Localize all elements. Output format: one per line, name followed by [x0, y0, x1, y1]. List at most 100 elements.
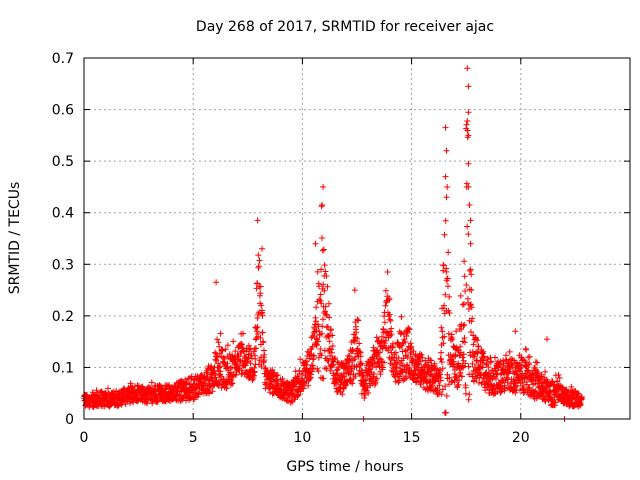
data-point — [385, 347, 392, 354]
data-point — [398, 313, 405, 320]
data-point — [514, 360, 520, 367]
data-point — [465, 231, 472, 238]
data-point — [468, 318, 475, 325]
data-point — [254, 324, 261, 330]
data-point — [297, 356, 304, 363]
data-point — [320, 183, 327, 190]
data-point — [314, 268, 321, 275]
data-point — [469, 360, 476, 367]
data-point — [352, 354, 359, 361]
data-point — [373, 334, 380, 341]
data-point — [555, 371, 562, 378]
data-point — [467, 301, 474, 308]
data-point — [317, 346, 324, 352]
data-point — [428, 384, 435, 390]
data-point — [258, 363, 265, 370]
data-point — [554, 378, 561, 385]
data-point — [461, 339, 468, 346]
data-point — [239, 341, 245, 348]
data-point — [328, 346, 335, 353]
data-point — [228, 380, 235, 386]
data-point — [257, 334, 264, 341]
data-point — [257, 283, 264, 290]
data-point — [307, 375, 313, 382]
data-point — [476, 374, 483, 381]
data-point — [471, 378, 477, 385]
data-point — [462, 390, 469, 397]
data-point — [273, 372, 280, 379]
data-point — [312, 240, 319, 247]
data-point — [457, 343, 464, 350]
data-point — [258, 302, 265, 309]
y-tick-label: 0 — [65, 412, 74, 428]
data-point — [529, 370, 536, 377]
data-point — [466, 267, 473, 274]
data-point — [214, 354, 221, 361]
data-point — [323, 273, 330, 279]
data-point — [216, 364, 222, 371]
data-point — [465, 363, 472, 370]
data-point — [367, 366, 374, 373]
data-point — [460, 322, 467, 329]
data-point — [438, 356, 444, 363]
data-point — [311, 353, 317, 359]
data-point — [321, 262, 328, 269]
data-point — [445, 283, 451, 290]
data-point — [575, 390, 582, 397]
data-point — [254, 280, 261, 287]
data-point — [300, 379, 307, 386]
data-point — [512, 328, 519, 335]
data-point — [465, 132, 472, 139]
data-point — [453, 328, 460, 335]
data-point — [463, 121, 470, 128]
data-point — [315, 368, 322, 375]
data-point — [361, 395, 368, 401]
data-point — [480, 348, 487, 355]
data-point — [484, 355, 491, 362]
data-point — [441, 231, 448, 238]
data-point — [328, 349, 335, 356]
data-point — [442, 291, 449, 298]
data-point — [408, 343, 415, 350]
data-point — [544, 336, 550, 343]
data-point — [488, 358, 495, 365]
data-point — [396, 377, 403, 384]
data-point — [449, 336, 456, 343]
data-point — [415, 375, 421, 382]
data-point — [222, 346, 229, 353]
data-point — [319, 323, 326, 330]
data-point — [195, 390, 202, 397]
data-point — [216, 343, 223, 350]
y-tick-label: 0.2 — [52, 309, 74, 325]
data-point — [211, 370, 218, 377]
data-point — [439, 365, 446, 372]
data-point — [381, 359, 387, 366]
data-point — [209, 388, 216, 395]
data-point — [467, 266, 474, 273]
data-point — [230, 338, 237, 345]
data-point — [436, 382, 443, 389]
data-point — [215, 339, 222, 346]
data-point — [379, 364, 386, 371]
data-point — [492, 354, 498, 361]
data-point — [308, 371, 314, 378]
data-point — [219, 346, 226, 353]
data-point — [497, 358, 504, 365]
data-point — [444, 184, 451, 190]
data-point — [406, 326, 413, 333]
data-point — [373, 375, 380, 382]
data-point — [213, 279, 220, 286]
data-point — [463, 180, 470, 187]
data-point — [442, 173, 449, 180]
data-point — [479, 349, 485, 356]
data-point — [465, 109, 472, 116]
data-point — [250, 348, 257, 355]
data-point — [361, 381, 368, 388]
data-point — [349, 380, 356, 387]
data-point — [405, 325, 412, 331]
data-point — [506, 348, 513, 355]
data-point — [313, 327, 320, 334]
data-point — [347, 379, 354, 386]
x-tick-label: 20 — [512, 430, 530, 446]
y-tick-label: 0.6 — [52, 103, 74, 119]
